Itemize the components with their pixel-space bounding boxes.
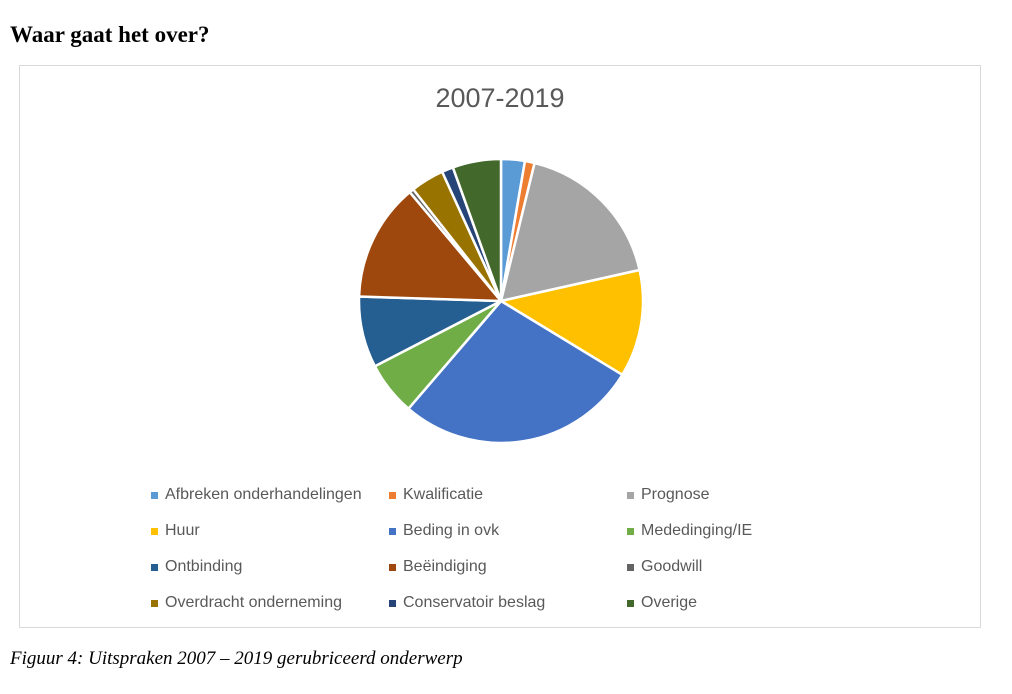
pie-slice-4 — [407, 299, 624, 445]
legend-label: Prognose — [641, 486, 710, 503]
legend-item: Afbreken onderhandelingen — [151, 484, 389, 506]
pie-slice-7 — [357, 190, 503, 303]
chart-title: 2007-2019 — [435, 83, 565, 113]
legend-swatch — [627, 563, 634, 571]
legend-swatch — [389, 491, 396, 499]
legend-label: Overige — [641, 594, 698, 611]
legend-item: Prognose — [627, 484, 865, 506]
chart-frame: 2007-2019 Afbreken onderhandelingen Kwali… — [19, 65, 981, 628]
legend-label: Overdracht onderneming — [165, 594, 342, 611]
page-heading: Waar gaat het over? — [10, 22, 210, 47]
legend-label: Afbreken onderhandelingen — [165, 486, 362, 503]
legend-item: Ontbinding — [151, 556, 389, 578]
legend-swatch — [389, 527, 396, 535]
pie-slice-11 — [451, 157, 503, 303]
figure-caption: Figuur 4: Uitspraken 2007 – 2019 gerubri… — [10, 648, 463, 669]
legend-label: Conservatoir beslag — [403, 594, 546, 611]
legend-label: Beëindiging — [403, 558, 487, 575]
legend-swatch — [627, 599, 634, 607]
legend-item: Huur — [151, 520, 389, 542]
legend-swatch — [151, 491, 158, 499]
legend-item: Beding in ovk — [389, 520, 627, 542]
legend-label: Beding in ovk — [403, 522, 500, 539]
legend-item: Conservatoir beslag — [389, 592, 627, 614]
legend-swatch — [389, 563, 396, 571]
legend-label: Ontbinding — [165, 558, 243, 575]
legend-swatch — [151, 563, 158, 571]
legend-item: Overige — [627, 592, 865, 614]
legend-item: Overdracht onderneming — [151, 592, 389, 614]
chart-legend: Afbreken onderhandelingen Kwalificatie Pro… — [151, 484, 911, 614]
legend-label: Huur — [165, 522, 200, 539]
legend-item: Mededinging/IE — [627, 520, 865, 542]
legend-item: Beëindiging — [389, 556, 627, 578]
legend-swatch — [627, 527, 634, 535]
legend-swatch — [627, 491, 634, 499]
pie-slice-2 — [499, 161, 641, 303]
legend-swatch — [151, 527, 158, 535]
legend-label: Mededinging/IE — [641, 522, 753, 539]
legend-swatch — [389, 599, 396, 607]
pie-chart — [357, 157, 645, 445]
legend-item: Goodwill — [627, 556, 865, 578]
legend-swatch — [151, 599, 158, 607]
legend-label: Kwalificatie — [403, 486, 484, 503]
pie-slice-3 — [499, 268, 645, 377]
legend-item: Kwalificatie — [389, 484, 627, 506]
legend-label: Goodwill — [641, 558, 703, 575]
